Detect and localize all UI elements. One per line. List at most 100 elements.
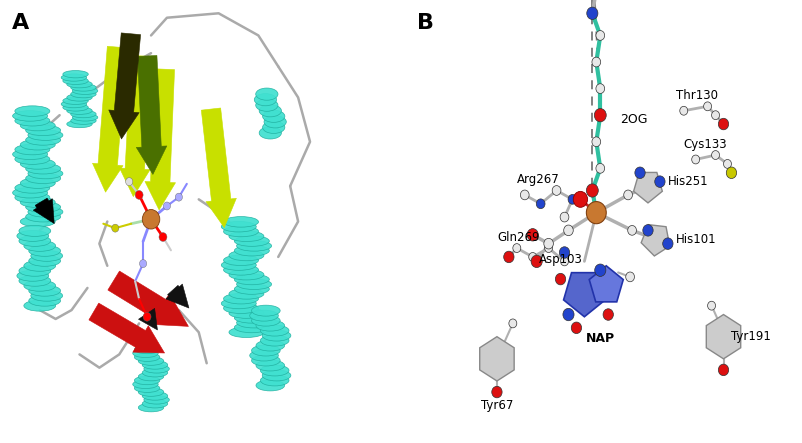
Ellipse shape: [259, 127, 281, 139]
Ellipse shape: [63, 104, 88, 111]
Ellipse shape: [259, 105, 281, 117]
Text: Thr130: Thr130: [675, 89, 717, 102]
Circle shape: [562, 308, 573, 321]
Circle shape: [718, 364, 727, 376]
Ellipse shape: [134, 384, 160, 392]
Ellipse shape: [237, 279, 271, 290]
Circle shape: [140, 260, 147, 268]
Ellipse shape: [67, 107, 92, 114]
Ellipse shape: [29, 295, 60, 306]
Ellipse shape: [249, 310, 278, 321]
Ellipse shape: [30, 290, 63, 301]
Circle shape: [570, 322, 581, 334]
Ellipse shape: [67, 120, 92, 128]
Ellipse shape: [19, 265, 51, 276]
Ellipse shape: [260, 375, 289, 386]
Ellipse shape: [251, 355, 280, 366]
Ellipse shape: [20, 216, 55, 227]
FancyArrowPatch shape: [145, 69, 176, 210]
Ellipse shape: [26, 125, 61, 136]
Ellipse shape: [262, 121, 285, 133]
Ellipse shape: [223, 217, 258, 227]
Ellipse shape: [234, 313, 269, 323]
Circle shape: [135, 190, 143, 199]
Ellipse shape: [15, 154, 50, 164]
Ellipse shape: [221, 222, 256, 232]
Ellipse shape: [234, 245, 269, 256]
FancyArrowPatch shape: [108, 33, 140, 139]
Circle shape: [491, 386, 501, 398]
Ellipse shape: [20, 140, 55, 150]
Circle shape: [642, 225, 652, 236]
Ellipse shape: [254, 93, 276, 106]
Ellipse shape: [255, 88, 277, 100]
Circle shape: [563, 225, 573, 236]
Circle shape: [125, 178, 132, 186]
Circle shape: [586, 7, 597, 19]
Ellipse shape: [223, 226, 258, 237]
Circle shape: [711, 111, 719, 120]
Ellipse shape: [29, 255, 60, 266]
Ellipse shape: [223, 303, 258, 314]
Circle shape: [530, 255, 541, 268]
Circle shape: [595, 84, 604, 93]
Ellipse shape: [20, 120, 55, 131]
Circle shape: [623, 190, 632, 200]
Ellipse shape: [249, 350, 278, 361]
FancyArrowPatch shape: [119, 55, 151, 197]
Ellipse shape: [71, 110, 96, 118]
Circle shape: [560, 257, 568, 266]
Ellipse shape: [17, 270, 49, 281]
FancyArrowPatch shape: [92, 47, 127, 192]
Text: A: A: [12, 13, 29, 33]
Ellipse shape: [260, 365, 289, 376]
Ellipse shape: [223, 264, 258, 275]
Ellipse shape: [63, 77, 88, 85]
Ellipse shape: [67, 81, 92, 88]
Ellipse shape: [223, 293, 258, 304]
Ellipse shape: [229, 250, 264, 261]
Ellipse shape: [229, 269, 264, 280]
FancyArrowPatch shape: [166, 284, 188, 308]
Circle shape: [662, 238, 672, 249]
Ellipse shape: [24, 260, 55, 271]
Circle shape: [543, 238, 553, 249]
Ellipse shape: [262, 110, 285, 122]
Ellipse shape: [138, 403, 164, 412]
Ellipse shape: [256, 340, 284, 351]
Circle shape: [520, 190, 529, 200]
Circle shape: [560, 212, 568, 222]
Circle shape: [595, 31, 604, 40]
Ellipse shape: [251, 305, 280, 316]
Circle shape: [602, 309, 613, 320]
Ellipse shape: [138, 372, 164, 381]
Ellipse shape: [237, 241, 271, 251]
Ellipse shape: [20, 159, 55, 169]
Ellipse shape: [28, 168, 63, 179]
Ellipse shape: [134, 345, 160, 354]
Ellipse shape: [229, 288, 264, 299]
Text: NAP: NAP: [585, 332, 614, 345]
Ellipse shape: [15, 183, 50, 193]
Circle shape: [159, 233, 167, 241]
Ellipse shape: [15, 116, 50, 126]
Text: Tyr191: Tyr191: [731, 330, 771, 343]
Circle shape: [567, 194, 576, 204]
Circle shape: [711, 151, 719, 159]
Text: His101: His101: [675, 233, 715, 246]
Circle shape: [142, 210, 160, 229]
Text: Arg267: Arg267: [516, 173, 559, 186]
Ellipse shape: [15, 192, 50, 203]
Ellipse shape: [260, 325, 289, 336]
Ellipse shape: [138, 357, 164, 365]
Ellipse shape: [144, 396, 169, 404]
Circle shape: [718, 118, 727, 130]
Circle shape: [625, 272, 634, 282]
Ellipse shape: [61, 101, 87, 108]
Ellipse shape: [29, 245, 60, 256]
Circle shape: [503, 251, 513, 263]
Ellipse shape: [71, 90, 96, 98]
Circle shape: [555, 273, 565, 285]
Circle shape: [707, 301, 715, 310]
Circle shape: [143, 312, 151, 321]
